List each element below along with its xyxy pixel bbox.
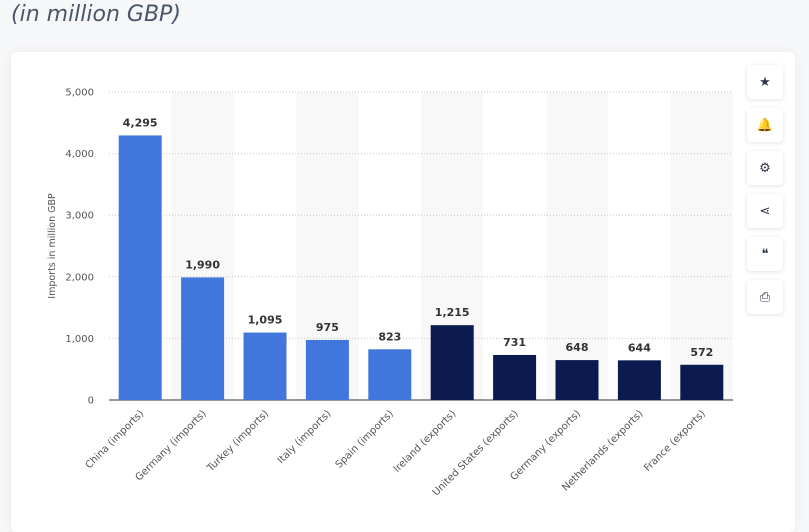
x-tick-label: Germany (imports)	[134, 408, 209, 483]
y-tick-label: 1,000	[65, 334, 94, 345]
print-button[interactable]: ⎙	[747, 280, 783, 314]
bar	[617, 360, 661, 400]
star-button[interactable]: ★	[747, 65, 783, 99]
bar	[305, 339, 349, 400]
x-tick-label: China (imports)	[84, 408, 147, 471]
gear-button[interactable]: ⚙	[747, 151, 783, 185]
chart-subtitle: (in million GBP)	[11, 2, 181, 27]
x-tick-label: Germany (exports)	[508, 408, 583, 483]
y-tick-label: 5,000	[65, 88, 94, 99]
star-icon: ★	[759, 74, 771, 90]
print-icon: ⎙	[759, 289, 771, 305]
bar	[493, 354, 537, 400]
column-band	[670, 92, 733, 400]
data-label: 975	[316, 321, 339, 334]
y-tick-label: 4,000	[65, 149, 94, 160]
gear-icon: ⚙	[759, 160, 771, 176]
x-tick-label: Spain (imports)	[334, 408, 396, 470]
y-tick-label: 2,000	[65, 272, 94, 283]
data-label: 4,295	[123, 116, 158, 129]
x-tick-label: France (exports)	[642, 408, 708, 474]
x-tick-label: Ireland (exports)	[392, 408, 459, 475]
y-tick-label: 0	[88, 396, 94, 407]
x-tick-label: Italy (imports)	[276, 408, 334, 466]
bar	[243, 332, 287, 400]
data-label: 823	[378, 330, 401, 343]
bar	[181, 277, 225, 400]
quote-button[interactable]: ❝	[747, 237, 783, 271]
column-band	[545, 92, 609, 400]
data-label: 1,990	[185, 258, 220, 271]
bar	[368, 349, 412, 400]
x-tick-label: Turkey (imports)	[205, 408, 271, 474]
bar	[118, 135, 162, 401]
bar	[680, 364, 724, 400]
data-label: 731	[503, 336, 526, 349]
y-axis-label: Imports in million GBP	[47, 193, 58, 299]
data-label: 572	[690, 346, 713, 359]
bar	[555, 360, 599, 400]
data-label: 648	[566, 341, 589, 354]
share-button[interactable]: ⋖	[747, 194, 783, 228]
share-icon: ⋖	[759, 203, 771, 219]
y-tick-label: 3,000	[65, 211, 94, 222]
bar	[430, 325, 474, 400]
bell-button[interactable]: 🔔	[747, 108, 783, 142]
data-label: 1,215	[435, 306, 470, 319]
data-label: 644	[628, 341, 651, 354]
quote-icon: ❝	[761, 246, 769, 262]
data-label: 1,095	[248, 314, 283, 327]
bell-icon: 🔔	[756, 117, 774, 133]
bar-chart: 0 1,000 2,000 3,000 4,000 5,000 Imports in mil…	[47, 88, 733, 498]
